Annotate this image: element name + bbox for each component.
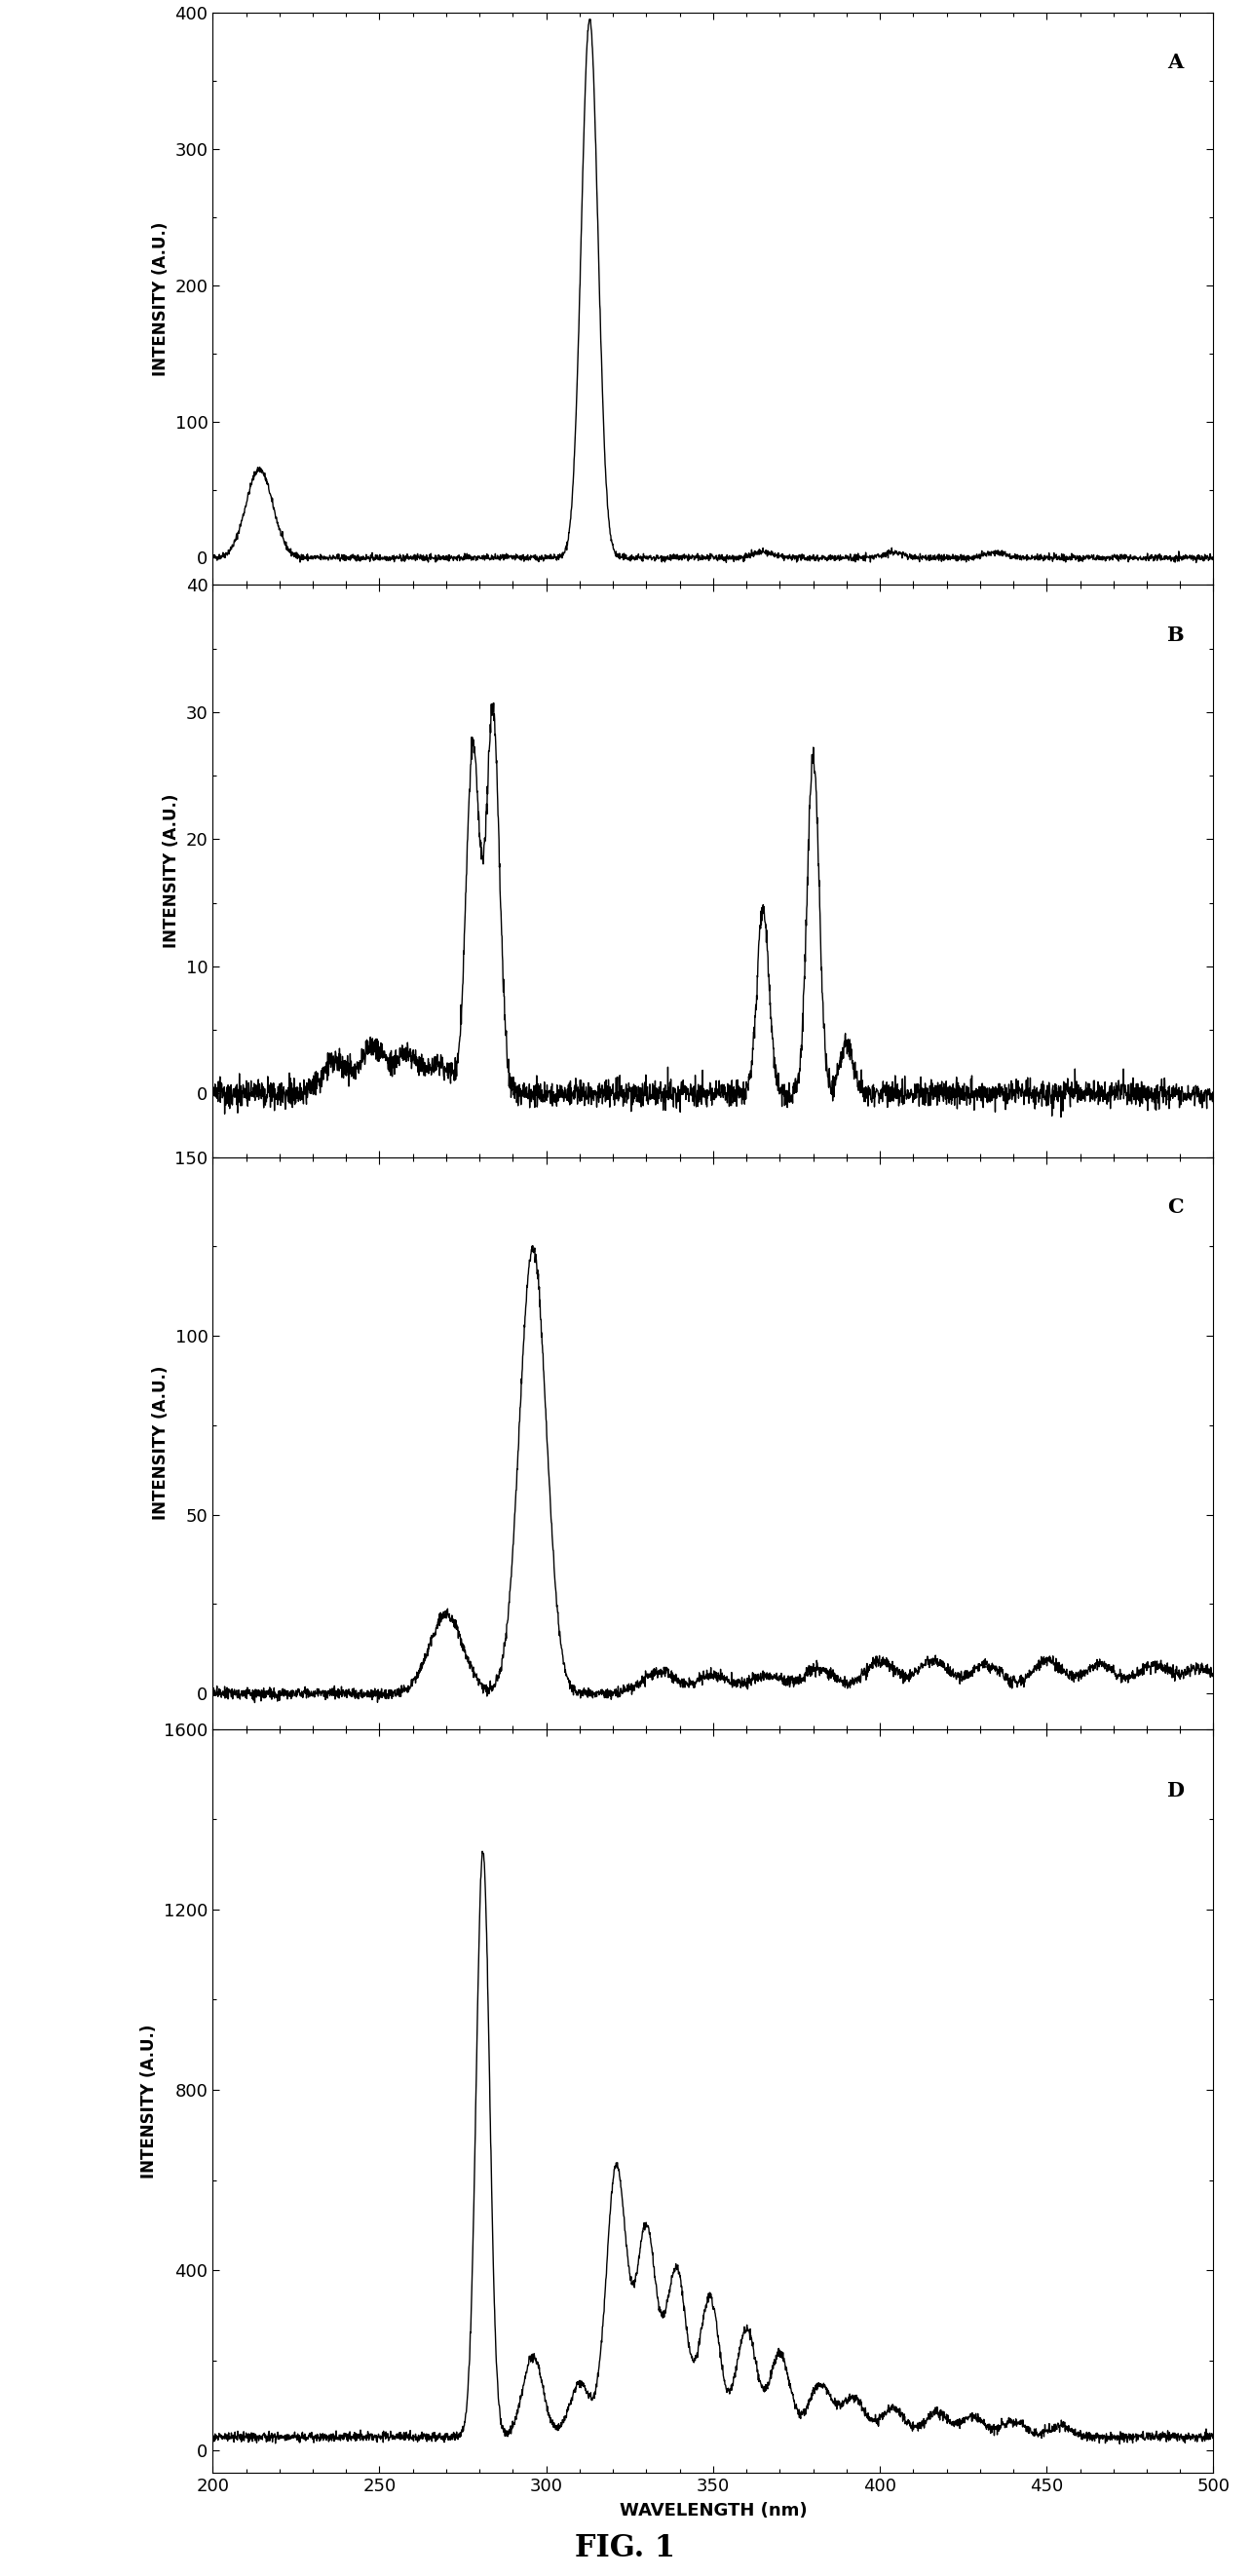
X-axis label: WAVELENGTH (nm): WAVELENGTH (nm) [619,2501,807,2519]
Text: A: A [1167,54,1183,72]
Text: B: B [1166,626,1183,644]
Y-axis label: INTENSITY (A.U.): INTENSITY (A.U.) [151,222,169,376]
Y-axis label: INTENSITY (A.U.): INTENSITY (A.U.) [141,2025,159,2179]
Text: FIG. 1: FIG. 1 [575,2532,676,2563]
Text: C: C [1167,1198,1183,1216]
Text: D: D [1166,1780,1183,1801]
Y-axis label: INTENSITY (A.U.): INTENSITY (A.U.) [151,1365,169,1520]
Y-axis label: INTENSITY (A.U.): INTENSITY (A.U.) [163,793,180,948]
